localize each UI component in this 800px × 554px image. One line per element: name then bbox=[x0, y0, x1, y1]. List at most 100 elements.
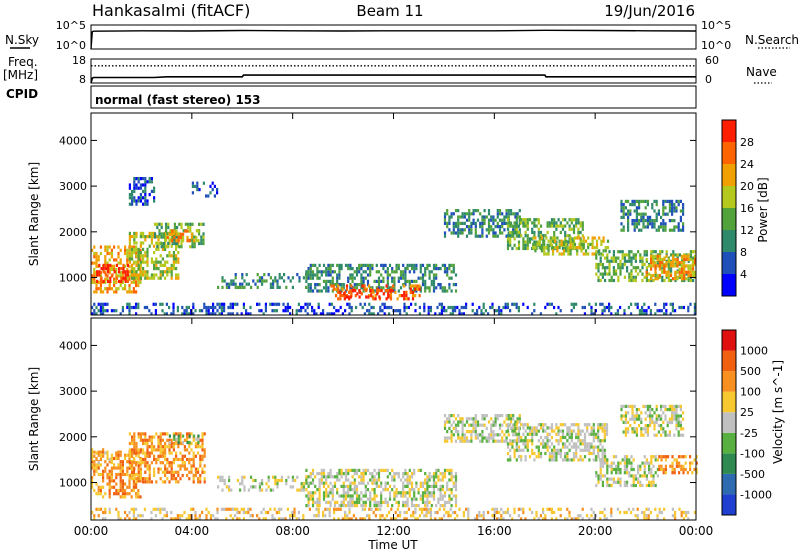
heatmap-cell bbox=[579, 448, 582, 452]
heatmap-cell bbox=[175, 276, 178, 280]
heatmap-cell bbox=[384, 484, 387, 488]
heatmap-cell bbox=[570, 429, 573, 433]
heatmap-cell bbox=[597, 448, 600, 452]
heatmap-cell bbox=[170, 276, 173, 280]
heatmap-cell bbox=[632, 253, 635, 257]
heatmap-cell bbox=[417, 504, 420, 508]
heatmap-cell bbox=[447, 514, 450, 518]
heatmap-cell bbox=[601, 253, 604, 257]
heatmap-cell bbox=[425, 510, 428, 515]
heatmap-cell bbox=[694, 273, 697, 278]
heatmap-cell bbox=[148, 231, 151, 235]
nsky-right-tick-top: 10^5 bbox=[701, 19, 731, 32]
heatmap-cell bbox=[124, 276, 127, 280]
heatmap-cell bbox=[351, 488, 354, 492]
heatmap-cell bbox=[325, 273, 328, 277]
heatmap-cell bbox=[115, 258, 118, 262]
heatmap-cell bbox=[599, 278, 602, 283]
heatmap-cell bbox=[439, 504, 442, 508]
heatmap-cell bbox=[234, 514, 237, 518]
heatmap-cell bbox=[537, 221, 540, 225]
heatmap-cell bbox=[674, 259, 677, 263]
heatmap-cell bbox=[584, 239, 588, 243]
heatmap-cell bbox=[476, 312, 479, 316]
heatmap-cell bbox=[314, 263, 317, 267]
heatmap-cell bbox=[586, 448, 589, 452]
heatmap-cell bbox=[599, 423, 602, 427]
heatmap-cell bbox=[481, 436, 484, 440]
heatmap-cell bbox=[395, 494, 398, 498]
heatmap-cell bbox=[651, 414, 654, 418]
heatmap-cell bbox=[680, 270, 683, 274]
heatmap-cell bbox=[441, 472, 444, 476]
heatmap-cell bbox=[572, 442, 576, 446]
heatmap-cell bbox=[448, 218, 451, 222]
heatmap-cell bbox=[539, 224, 543, 228]
heatmap-cell bbox=[657, 424, 660, 428]
heatmap-cell bbox=[520, 435, 523, 440]
heatmap-cell bbox=[539, 426, 543, 430]
heatmap-cell bbox=[650, 264, 653, 268]
heatmap-cell bbox=[314, 283, 317, 287]
heatmap-cell bbox=[342, 484, 345, 488]
heatmap-cell bbox=[470, 228, 473, 232]
heatmap-cell bbox=[566, 439, 569, 443]
heatmap-cell bbox=[660, 464, 663, 468]
heatmap-cell bbox=[139, 463, 142, 467]
heatmap-cell bbox=[247, 282, 250, 286]
heatmap-cell bbox=[415, 504, 418, 508]
heatmap-cell bbox=[600, 252, 603, 256]
heatmap-cell bbox=[377, 500, 381, 504]
heatmap-cell bbox=[443, 234, 447, 238]
heatmap-cell bbox=[207, 309, 210, 313]
heatmap-cell bbox=[368, 517, 371, 521]
heatmap-cell bbox=[443, 215, 447, 219]
heatmap-cell bbox=[282, 302, 285, 306]
heatmap-cell bbox=[673, 458, 676, 462]
heatmap-cell bbox=[384, 468, 387, 472]
heatmap-cell bbox=[131, 193, 134, 197]
heatmap-cell bbox=[142, 235, 145, 239]
heatmap-cell bbox=[575, 224, 578, 228]
heatmap-cell bbox=[159, 263, 162, 267]
heatmap-cell bbox=[676, 277, 679, 281]
heatmap-cell bbox=[146, 448, 149, 452]
heatmap-cell bbox=[647, 507, 650, 511]
heatmap-cell bbox=[663, 517, 666, 521]
heatmap-cell bbox=[348, 517, 351, 521]
heatmap-cell bbox=[115, 280, 118, 284]
heatmap-cell bbox=[293, 514, 296, 518]
heatmap-cell bbox=[670, 253, 673, 257]
heatmap-cell bbox=[623, 262, 626, 267]
heatmap-cell bbox=[663, 264, 666, 268]
heatmap-cell bbox=[291, 276, 294, 280]
heatmap-cell bbox=[410, 475, 414, 479]
heatmap-cell bbox=[637, 250, 640, 254]
heatmap-cell bbox=[184, 222, 187, 226]
heatmap-cell bbox=[133, 177, 136, 181]
heatmap-cell bbox=[553, 455, 556, 459]
heatmap-cell bbox=[355, 472, 359, 476]
heatmap-cell bbox=[581, 429, 584, 433]
heatmap-cell bbox=[131, 254, 134, 258]
heatmap-cell bbox=[491, 302, 494, 306]
heatmap-cell bbox=[133, 451, 136, 455]
heatmap-cell bbox=[518, 228, 521, 232]
heatmap-cell bbox=[515, 448, 518, 452]
heatmap-cell bbox=[117, 472, 120, 477]
heatmap-cell bbox=[106, 251, 109, 256]
heatmap-cell bbox=[391, 478, 394, 482]
heatmap-cell bbox=[446, 221, 449, 225]
heatmap-cell bbox=[622, 228, 625, 232]
heatmap-cell bbox=[440, 309, 443, 313]
heatmap-cell bbox=[173, 235, 176, 240]
heatmap-cell bbox=[546, 221, 549, 225]
heatmap-cell bbox=[448, 228, 451, 232]
heatmap-cell bbox=[652, 250, 655, 254]
heatmap-cell bbox=[418, 507, 421, 511]
heatmap-cell bbox=[658, 464, 661, 468]
heatmap-cell bbox=[619, 471, 622, 475]
heatmap-cell bbox=[374, 514, 377, 518]
heatmap-cell bbox=[685, 254, 688, 258]
heatmap-cell bbox=[160, 225, 163, 230]
